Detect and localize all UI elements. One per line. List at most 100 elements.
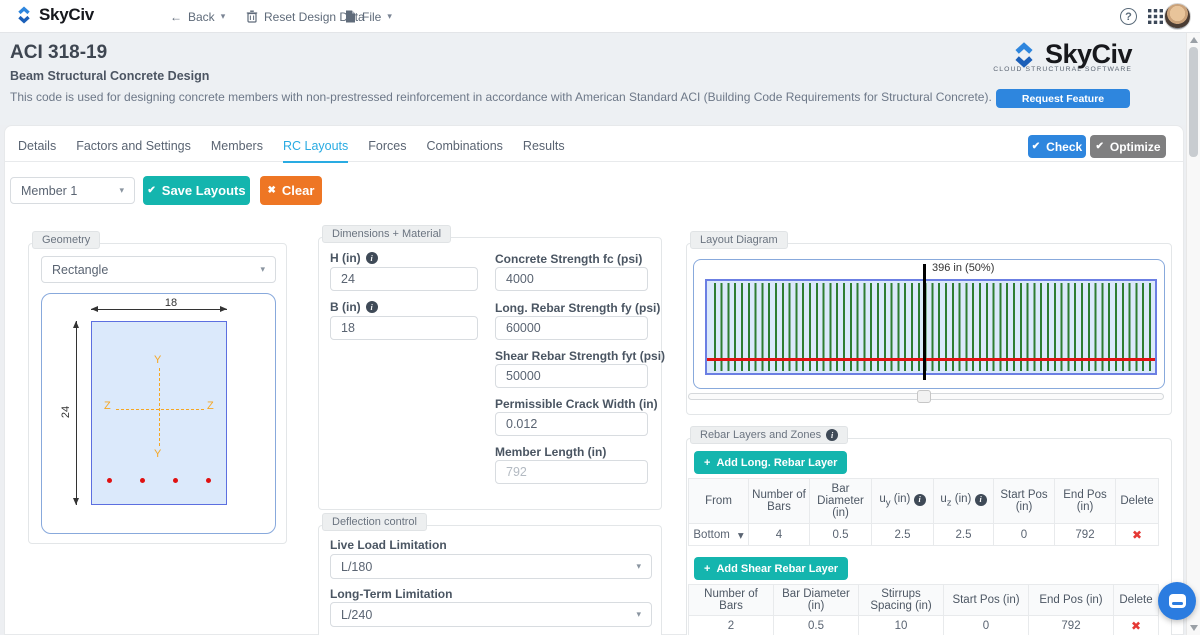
page-description: This code is used for designing concrete… [10, 90, 992, 104]
skyciv-watermark-logo: SkyCiv CLOUD STRUCTURAL SOFTWARE [993, 39, 1132, 73]
longitudinal-rebar-line [707, 358, 1155, 361]
chat-widget-button[interactable] [1158, 582, 1196, 620]
info-icon[interactable]: i [914, 494, 926, 506]
chevron-down-icon: ▾ [636, 609, 641, 620]
beam-elevation-viewport: 396 in (50%) [693, 259, 1165, 389]
skyciv-logo[interactable]: SkyCiv [14, 5, 94, 25]
fy-label: Long. Rebar Strength fy (psi) [495, 301, 660, 315]
chevron-down-icon: ▾ [260, 264, 265, 275]
axis-y-top-label: Y [154, 354, 161, 366]
scrollbar-thumb[interactable] [1189, 47, 1198, 157]
cross-icon: ✖ [268, 185, 276, 196]
delete-row-icon[interactable]: ✖ [1131, 619, 1141, 633]
col-number-of-bars: Number of Bars [749, 479, 810, 524]
brand-name: SkyCiv [39, 5, 94, 25]
long-term-label: Long-Term Limitation [330, 587, 452, 601]
page-header: ACI 318-19 Beam Structural Concrete Desi… [0, 33, 1200, 125]
tab-factors-and-settings[interactable]: Factors and Settings [76, 139, 191, 163]
beam-elevation [705, 279, 1157, 375]
uz-cell[interactable]: 2.5 [934, 524, 994, 546]
col-uy: uy (in) i [872, 479, 934, 524]
add-long-rebar-button[interactable]: + Add Long. Rebar Layer [694, 451, 847, 474]
check-button[interactable]: ✔ Check [1028, 135, 1086, 158]
col-end-pos: End Pos (in) [1029, 585, 1114, 616]
end-pos-cell[interactable]: 792 [1055, 524, 1116, 546]
help-button[interactable]: ? [1119, 7, 1138, 26]
fyt-label: Shear Rebar Strength fyt (psi) [495, 349, 665, 363]
save-layouts-button[interactable]: ✔ Save Layouts [143, 176, 250, 205]
dimensions-panel-label: Dimensions + Material [322, 225, 451, 243]
fc-input[interactable] [495, 267, 648, 291]
back-arrow-icon: ← [170, 10, 182, 24]
b-input[interactable] [330, 316, 478, 340]
shape-select[interactable]: Rectangle ▾ [41, 256, 276, 283]
col-uz: uz (in) i [934, 479, 994, 524]
help-icon: ? [1120, 8, 1137, 25]
info-icon[interactable]: i [366, 301, 378, 313]
diagram-position-slider[interactable] [688, 393, 1164, 400]
live-load-select[interactable]: L/180 ▾ [330, 554, 652, 579]
request-feature-button[interactable]: Request Feature [996, 89, 1130, 108]
end-pos-cell[interactable]: 792 [1029, 616, 1114, 635]
fyt-input[interactable] [495, 364, 648, 388]
start-pos-cell[interactable]: 0 [944, 616, 1029, 635]
info-icon[interactable]: i [975, 494, 987, 506]
optimize-button[interactable]: ✔ Optimize [1090, 135, 1166, 158]
rebar-dot [173, 478, 178, 483]
position-marker [923, 264, 926, 380]
col-start-pos: Start Pos (in) [944, 585, 1029, 616]
user-avatar[interactable] [1164, 3, 1191, 30]
num-bars-cell[interactable]: 4 [749, 524, 810, 546]
page-title: ACI 318-19 [10, 42, 107, 64]
axis-y-line [159, 368, 160, 446]
tab-details[interactable]: Details [18, 139, 56, 163]
chevron-down-icon: ▾ [221, 11, 226, 22]
axis-z-right-label: Z [207, 400, 214, 412]
member-select[interactable]: Member 1 ▾ [10, 177, 135, 204]
section-diagram: 18 24 Y Y Z Z [41, 293, 276, 534]
from-cell[interactable]: Bottom▾ [689, 524, 749, 546]
shear-rebar-row: 2 0.5 10 0 792 ✖ [689, 616, 1159, 635]
add-shear-rebar-button[interactable]: + Add Shear Rebar Layer [694, 557, 848, 580]
tab-results[interactable]: Results [523, 139, 565, 163]
tab-members[interactable]: Members [211, 139, 263, 163]
member-length-label: Member Length (in) [495, 445, 606, 459]
b-label: B (in) i [330, 300, 378, 314]
file-menu[interactable]: File ▾ [345, 0, 392, 33]
rebar-dot [206, 478, 211, 483]
long-term-select[interactable]: L/240 ▾ [330, 602, 652, 627]
start-pos-cell[interactable]: 0 [994, 524, 1055, 546]
num-bars-cell[interactable]: 2 [689, 616, 774, 635]
scroll-down-icon[interactable] [1190, 625, 1198, 631]
clear-button[interactable]: ✖ Clear [260, 176, 322, 205]
tab-bar: Details Factors and Settings Members RC … [18, 139, 565, 163]
info-icon[interactable]: i [366, 252, 378, 264]
bar-dia-cell[interactable]: 0.5 [810, 524, 872, 546]
delete-row-icon[interactable]: ✖ [1132, 528, 1142, 542]
tab-forces[interactable]: Forces [368, 139, 406, 163]
skyciv-logo-icon [14, 5, 34, 25]
check-icon: ✔ [1032, 141, 1040, 152]
crack-width-input[interactable] [495, 412, 648, 436]
col-from: From [689, 479, 749, 524]
brand-tagline: CLOUD STRUCTURAL SOFTWARE [993, 66, 1132, 73]
back-menu[interactable]: ← Back ▾ [170, 0, 225, 33]
spacing-cell[interactable]: 10 [859, 616, 944, 635]
fc-label: Concrete Strength fc (psi) [495, 252, 642, 266]
shear-rebar-header-row: Number of Bars Bar Diameter (in) Stirrup… [689, 585, 1159, 616]
fy-input[interactable] [495, 316, 648, 340]
tab-combinations[interactable]: Combinations [426, 139, 502, 163]
h-input[interactable] [330, 267, 478, 291]
apps-grid-button[interactable] [1146, 7, 1165, 26]
slider-handle[interactable] [917, 390, 931, 403]
uy-cell[interactable]: 2.5 [872, 524, 934, 546]
scroll-up-icon[interactable] [1190, 37, 1198, 43]
info-icon[interactable]: i [826, 429, 838, 441]
axis-z-left-label: Z [104, 400, 111, 412]
top-navbar: SkyCiv ← Back ▾ Reset Design Data File ▾… [0, 0, 1200, 33]
page-scrollbar[interactable] [1186, 33, 1200, 635]
tab-rc-layouts[interactable]: RC Layouts [283, 139, 348, 163]
section-height-dim: 24 [60, 406, 72, 418]
bar-dia-cell[interactable]: 0.5 [774, 616, 859, 635]
width-dim-arrow [91, 309, 227, 310]
